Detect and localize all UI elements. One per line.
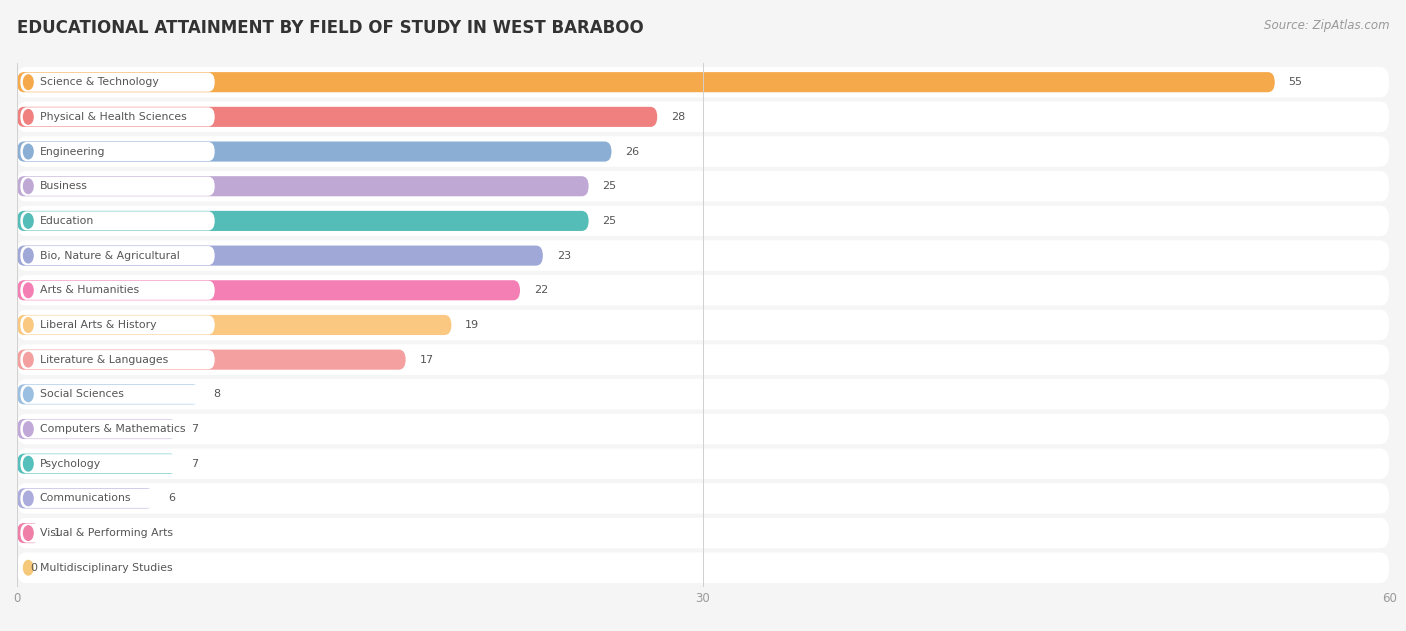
Text: 0: 0	[31, 563, 38, 573]
Text: EDUCATIONAL ATTAINMENT BY FIELD OF STUDY IN WEST BARABOO: EDUCATIONAL ATTAINMENT BY FIELD OF STUDY…	[17, 19, 644, 37]
Circle shape	[24, 560, 34, 575]
Circle shape	[24, 352, 34, 367]
FancyBboxPatch shape	[20, 350, 215, 369]
Text: Computers & Mathematics: Computers & Mathematics	[39, 424, 186, 434]
Text: Social Sciences: Social Sciences	[39, 389, 124, 399]
FancyBboxPatch shape	[17, 523, 39, 543]
FancyBboxPatch shape	[20, 281, 215, 300]
FancyBboxPatch shape	[20, 385, 215, 404]
FancyBboxPatch shape	[20, 246, 215, 265]
Text: 23: 23	[557, 251, 571, 261]
FancyBboxPatch shape	[17, 136, 1389, 167]
FancyBboxPatch shape	[20, 316, 215, 334]
FancyBboxPatch shape	[17, 315, 451, 335]
FancyBboxPatch shape	[17, 206, 1389, 236]
Text: Communications: Communications	[39, 493, 131, 504]
FancyBboxPatch shape	[17, 211, 589, 231]
Text: 6: 6	[167, 493, 174, 504]
FancyBboxPatch shape	[20, 142, 215, 161]
Text: Literature & Languages: Literature & Languages	[39, 355, 167, 365]
Text: 7: 7	[191, 459, 198, 469]
Text: 17: 17	[419, 355, 433, 365]
FancyBboxPatch shape	[17, 240, 1389, 271]
FancyBboxPatch shape	[20, 489, 215, 508]
Text: Visual & Performing Arts: Visual & Performing Arts	[39, 528, 173, 538]
FancyBboxPatch shape	[17, 345, 1389, 375]
FancyBboxPatch shape	[17, 454, 177, 474]
Text: 55: 55	[1288, 77, 1302, 87]
FancyBboxPatch shape	[17, 419, 177, 439]
FancyBboxPatch shape	[17, 245, 543, 266]
Text: Multidisciplinary Studies: Multidisciplinary Studies	[39, 563, 173, 573]
Text: 1: 1	[53, 528, 60, 538]
FancyBboxPatch shape	[17, 102, 1389, 132]
Circle shape	[24, 491, 34, 505]
FancyBboxPatch shape	[17, 414, 1389, 444]
Circle shape	[24, 526, 34, 540]
Text: 25: 25	[602, 216, 616, 226]
Circle shape	[24, 317, 34, 333]
Text: Business: Business	[39, 181, 87, 191]
Circle shape	[24, 144, 34, 159]
FancyBboxPatch shape	[20, 420, 215, 439]
Circle shape	[24, 110, 34, 124]
FancyBboxPatch shape	[20, 177, 215, 196]
Circle shape	[24, 179, 34, 194]
Circle shape	[24, 387, 34, 401]
Text: Science & Technology: Science & Technology	[39, 77, 159, 87]
Text: Liberal Arts & History: Liberal Arts & History	[39, 320, 156, 330]
FancyBboxPatch shape	[17, 350, 406, 370]
Circle shape	[24, 75, 34, 90]
FancyBboxPatch shape	[20, 524, 215, 543]
FancyBboxPatch shape	[17, 280, 520, 300]
Circle shape	[24, 456, 34, 471]
FancyBboxPatch shape	[17, 310, 1389, 340]
FancyBboxPatch shape	[20, 211, 215, 230]
Text: Arts & Humanities: Arts & Humanities	[39, 285, 139, 295]
Text: Education: Education	[39, 216, 94, 226]
FancyBboxPatch shape	[17, 275, 1389, 305]
FancyBboxPatch shape	[17, 107, 657, 127]
FancyBboxPatch shape	[17, 72, 1275, 92]
Text: 28: 28	[671, 112, 685, 122]
Circle shape	[24, 249, 34, 263]
FancyBboxPatch shape	[20, 107, 215, 126]
FancyBboxPatch shape	[20, 73, 215, 91]
Text: Source: ZipAtlas.com: Source: ZipAtlas.com	[1264, 19, 1389, 32]
Text: Bio, Nature & Agricultural: Bio, Nature & Agricultural	[39, 251, 180, 261]
FancyBboxPatch shape	[17, 141, 612, 162]
Text: Physical & Health Sciences: Physical & Health Sciences	[39, 112, 187, 122]
FancyBboxPatch shape	[17, 171, 1389, 201]
Text: 25: 25	[602, 181, 616, 191]
Text: Engineering: Engineering	[39, 146, 105, 156]
Circle shape	[24, 214, 34, 228]
FancyBboxPatch shape	[17, 518, 1389, 548]
Circle shape	[24, 422, 34, 436]
FancyBboxPatch shape	[17, 553, 1389, 583]
Text: 8: 8	[214, 389, 221, 399]
Circle shape	[24, 283, 34, 298]
FancyBboxPatch shape	[20, 454, 215, 473]
FancyBboxPatch shape	[17, 483, 1389, 514]
FancyBboxPatch shape	[20, 558, 215, 577]
FancyBboxPatch shape	[17, 384, 200, 404]
FancyBboxPatch shape	[17, 488, 155, 509]
Text: 7: 7	[191, 424, 198, 434]
Text: 19: 19	[465, 320, 479, 330]
Text: 22: 22	[534, 285, 548, 295]
FancyBboxPatch shape	[17, 67, 1389, 97]
FancyBboxPatch shape	[17, 176, 589, 196]
FancyBboxPatch shape	[17, 449, 1389, 479]
FancyBboxPatch shape	[17, 379, 1389, 410]
Text: Psychology: Psychology	[39, 459, 101, 469]
Text: 26: 26	[626, 146, 640, 156]
